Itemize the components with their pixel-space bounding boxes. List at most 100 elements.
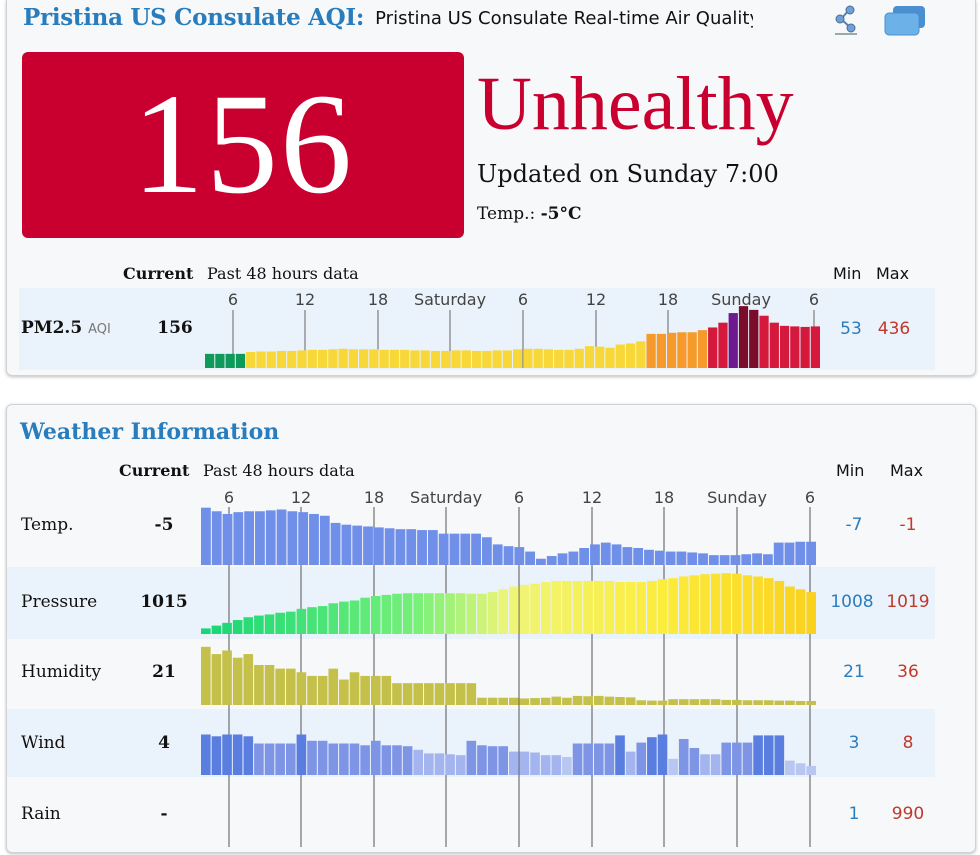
temp-bar <box>525 551 536 565</box>
humidity-bar <box>753 700 763 705</box>
wind-bar <box>604 743 615 775</box>
pressure-bar <box>232 620 243 634</box>
pressure-bar <box>806 592 816 634</box>
humidity-bar <box>360 675 370 705</box>
humidity-bar <box>530 698 540 705</box>
temp-label: Temp.: <box>477 204 536 224</box>
wind-bar <box>572 743 583 775</box>
pm25-sparkline[interactable]: 6 12 18 Saturday 6 12 18 Sunday 6 <box>205 284 821 368</box>
temp-bar <box>330 522 341 565</box>
pm25-min: 53 <box>840 319 862 339</box>
temp-bar <box>644 549 654 565</box>
pressure-bar <box>753 576 763 634</box>
pressure-bar <box>721 573 732 634</box>
rain-current: - <box>160 804 168 824</box>
humidity-bar <box>211 654 222 705</box>
humidity-bar <box>763 700 774 705</box>
pm25-bar <box>328 349 338 368</box>
humidity-bar <box>381 675 392 705</box>
temp-bar <box>579 547 590 565</box>
wind-bar <box>264 743 275 775</box>
tick-label: 18 <box>658 290 678 309</box>
temp-bar <box>233 512 244 565</box>
pressure-bar <box>678 576 689 634</box>
pressure-bar <box>254 615 264 634</box>
humidity-bar <box>700 699 710 705</box>
humidity-bar <box>604 696 615 705</box>
pm25-bar <box>492 350 502 368</box>
pm25-bar <box>215 353 225 368</box>
pressure-bar <box>211 625 222 634</box>
temp-bar <box>244 511 255 565</box>
pm25-bar <box>307 349 317 368</box>
temp-bar <box>546 556 557 565</box>
wind-min: 3 <box>848 733 860 753</box>
window-stack-icon[interactable] <box>881 4 929 38</box>
temp-bar <box>600 542 611 565</box>
pm25-bar <box>543 349 554 368</box>
pressure-max: 1019 <box>886 592 930 612</box>
pm25-bar <box>338 348 348 368</box>
temp-bar <box>211 511 222 565</box>
pressure-bar <box>339 601 349 634</box>
temp-bar <box>665 551 676 565</box>
tick-label: Sunday <box>707 488 767 507</box>
pressure-bar <box>647 580 657 634</box>
share-icon[interactable] <box>831 4 861 36</box>
humidity-bar <box>402 683 413 705</box>
temp-bar <box>633 547 644 565</box>
pm25-bar <box>420 350 430 368</box>
wind-bar <box>275 743 285 775</box>
temp-bar <box>536 558 546 565</box>
humidity-bar <box>509 697 519 705</box>
pressure-bar <box>604 580 615 634</box>
temp-bar <box>654 550 665 565</box>
pressure-bar <box>668 578 678 634</box>
wind-bar <box>636 742 647 775</box>
temp-bar <box>481 537 492 565</box>
humidity-bar <box>285 668 296 705</box>
tick-label: 18 <box>364 488 384 507</box>
wind-bar <box>413 749 424 775</box>
humidity-bar <box>328 668 339 705</box>
humidity-bar <box>678 699 689 705</box>
temp-bar <box>373 527 384 565</box>
pressure-bar <box>540 582 551 634</box>
pressure-bar <box>710 573 721 634</box>
pm25-bar <box>410 350 420 368</box>
temp-bar <box>676 551 687 565</box>
pm25-bar <box>297 350 307 368</box>
temperature: Temp.: -5°C <box>477 204 582 224</box>
pressure-bar <box>434 593 445 634</box>
pressure-bar <box>285 611 296 634</box>
wind-label: Wind <box>21 733 66 753</box>
pm25-bar <box>687 332 697 368</box>
pressure-current: 1015 <box>140 592 188 612</box>
wind-bar <box>540 755 551 775</box>
temp-min: -7 <box>845 515 863 535</box>
wind-bar <box>296 734 307 775</box>
wind-bar <box>254 743 264 775</box>
temp-bar <box>438 533 449 565</box>
weather-sparklines[interactable]: 6 12 18 Saturday 6 12 18 Sunday 6 <box>201 483 817 855</box>
pm25-bar <box>287 350 297 368</box>
pm25-bar <box>348 349 358 368</box>
tick-label: 12 <box>291 488 311 507</box>
temp-bar <box>384 528 395 565</box>
humidity-min: 21 <box>843 662 865 682</box>
temp-bar <box>622 547 633 565</box>
pressure-bar <box>370 596 381 634</box>
humidity-bar <box>721 699 732 705</box>
pressure-bar <box>774 580 785 634</box>
pm25-bar <box>205 353 215 368</box>
humidity-bar <box>657 700 668 705</box>
pm25-bar <box>708 327 718 368</box>
aqi-status: Unhealthy <box>477 62 794 146</box>
wind-bar <box>360 745 370 775</box>
city-title[interactable]: Pristina US Consulate AQI: <box>23 4 365 31</box>
humidity-bar <box>806 701 816 705</box>
pm25-bar <box>482 350 492 368</box>
wind-bar <box>381 745 392 775</box>
humidity-bar <box>455 683 466 705</box>
humidity-bar <box>477 697 487 705</box>
